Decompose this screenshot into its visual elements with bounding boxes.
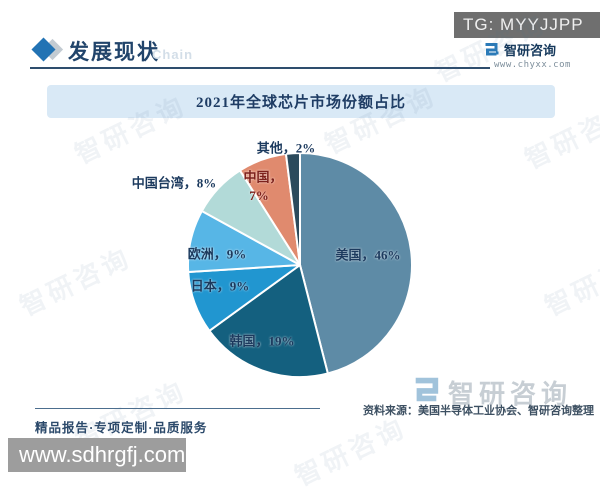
footer-divider (35, 408, 320, 409)
pie-label: 7% (249, 188, 269, 203)
infographic-canvas: TG: MYYJJPP 发展现状 Chain 智研咨询 www.chyxx.co… (8, 8, 600, 492)
pie-slice-美国 (299, 152, 413, 375)
pie-slice-韩国 (208, 264, 329, 378)
brand-name: 智研咨询 (504, 42, 557, 58)
pie-chart (187, 152, 413, 378)
brand-logo: 智研咨询 (483, 40, 598, 58)
pie-label: 美国，46% (335, 247, 401, 263)
chart-title-bar: 2021年全球芯片市场份额占比 (47, 85, 555, 118)
pie-label: 日本，9% (190, 278, 250, 294)
services-tagline: 精品报告·专项定制·品质服务 (35, 421, 208, 435)
header-divider (30, 67, 490, 69)
pie-label: 韩国，19% (229, 333, 295, 349)
pie-label: 中国， (243, 169, 283, 185)
section-title: 发展现状 (68, 40, 160, 64)
chain-watermark-text: Chain (152, 47, 194, 62)
site-url-overlay: www.sdhrgfj.com (8, 438, 186, 472)
tg-badge: TG: MYYJJPP (454, 12, 600, 38)
data-source-text: 资料来源：美国半导体工业协会、智研咨询整理 (363, 405, 594, 417)
pie-label: 欧洲，9% (187, 246, 247, 262)
pie-slice-其他 (284, 152, 301, 266)
watermark-logo-icon (415, 377, 439, 402)
zhiyan-logo-icon (485, 43, 499, 56)
pie-label: 其他，2% (256, 140, 316, 156)
watermark-brand-text: 智研咨询 (448, 380, 573, 409)
pie-label: 中国台湾，8% (131, 175, 217, 191)
brand-url[interactable]: www.chyxx.com (494, 60, 571, 70)
chart-title: 2021年全球芯片市场份额占比 (195, 95, 406, 111)
